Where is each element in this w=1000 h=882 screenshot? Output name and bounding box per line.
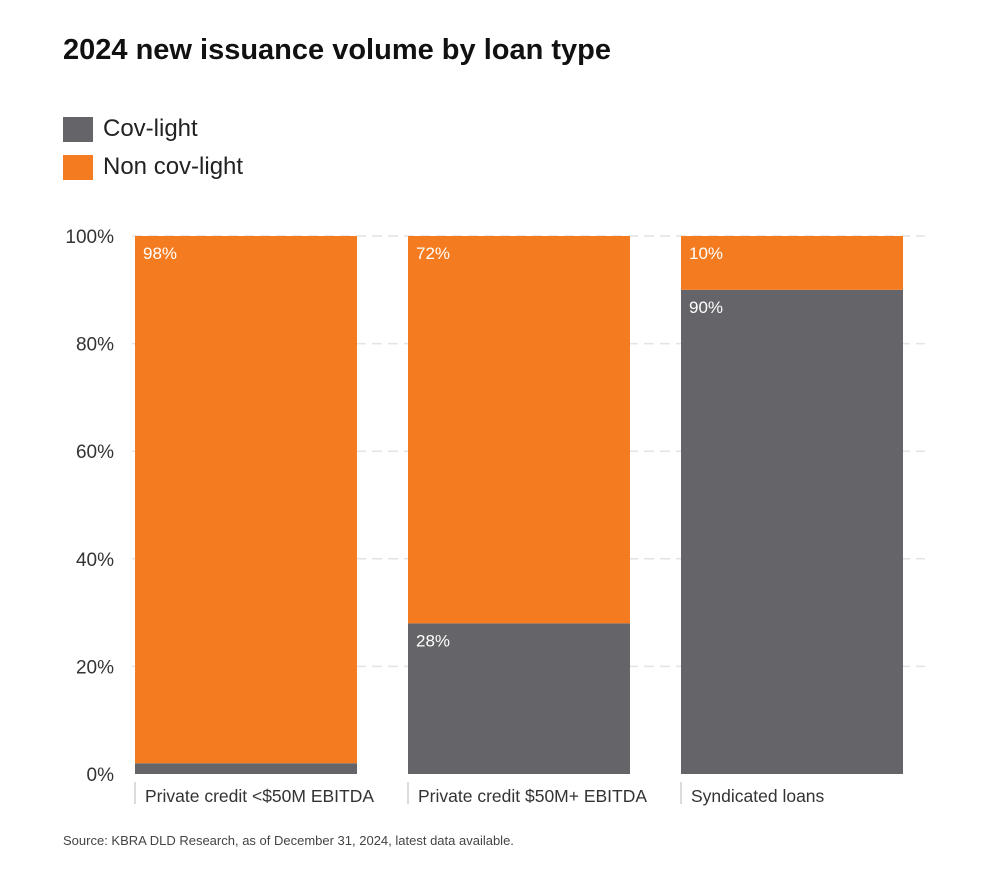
- legend-swatch-cov-light: [63, 116, 93, 142]
- y-tick-label: 80%: [76, 335, 114, 356]
- legend-item-non-cov-light: Non cov-light: [63, 152, 243, 182]
- legend-item-cov-light: Cov-light: [63, 114, 198, 144]
- data-label: 2%: [143, 771, 168, 790]
- legend-swatch-non-cov-light: [63, 154, 93, 180]
- bar-segment: [408, 623, 630, 774]
- bar-segment: [135, 236, 357, 764]
- y-tick-label: 100%: [65, 227, 114, 248]
- bar-segment: [681, 236, 903, 290]
- y-tick-label: 0%: [87, 765, 115, 786]
- bar-segment: [408, 236, 630, 624]
- legend-label-non-cov-light: Non cov-light: [103, 153, 244, 180]
- category-label: Private credit <$50M EBITDA: [145, 786, 374, 806]
- legend-label-cov-light: Cov-light: [103, 115, 198, 142]
- data-label: 90%: [689, 298, 723, 317]
- bar-segment: [681, 289, 903, 774]
- data-label: 98%: [143, 244, 177, 263]
- category-label: Private credit $50M+ EBITDA: [418, 786, 647, 806]
- data-label: 28%: [416, 631, 450, 650]
- bar-segment: [135, 763, 357, 774]
- data-label: 72%: [416, 244, 450, 263]
- category-label: Syndicated loans: [691, 786, 825, 806]
- chart-title: 2024 new issuance volume by loan type: [63, 34, 611, 66]
- y-tick-label: 40%: [76, 550, 114, 571]
- source-note: Source: KBRA DLD Research, as of Decembe…: [63, 833, 514, 848]
- y-tick-label: 60%: [76, 442, 114, 463]
- y-tick-label: 20%: [76, 657, 114, 678]
- data-label: 10%: [689, 244, 723, 263]
